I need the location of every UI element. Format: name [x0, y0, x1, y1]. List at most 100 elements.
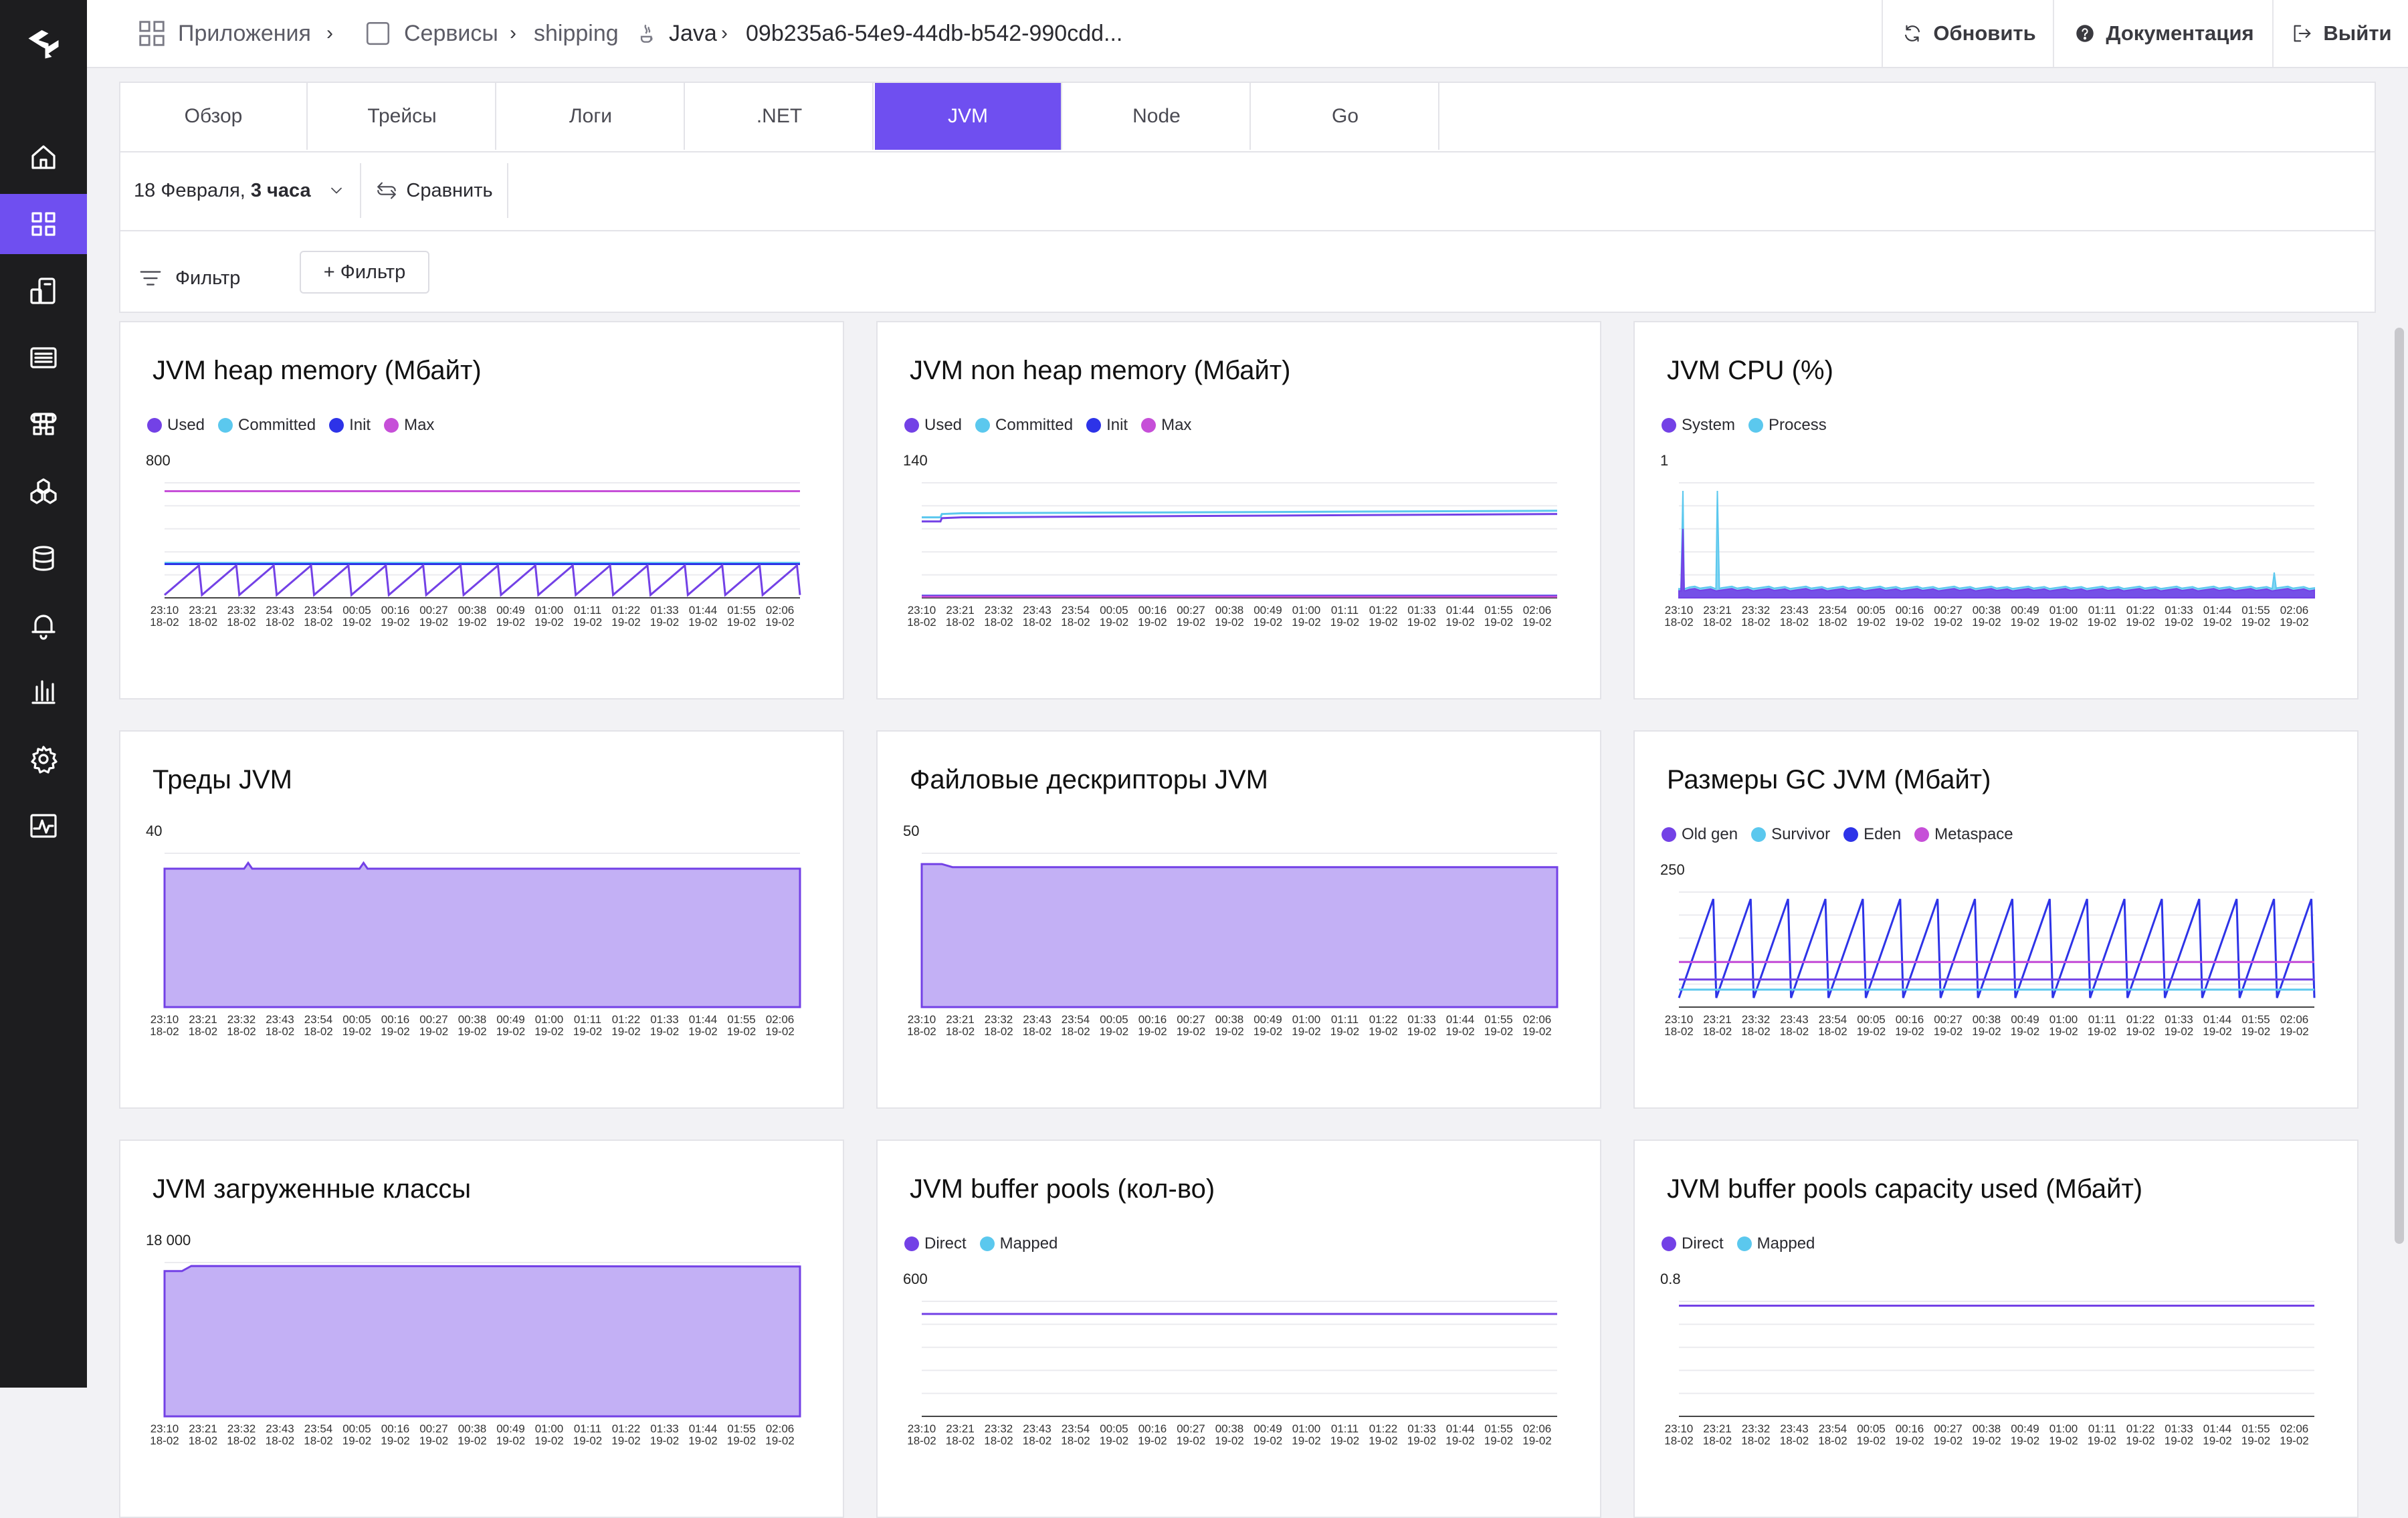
x-tick-date: 19-02 — [1934, 1434, 1963, 1447]
bar-chart-icon[interactable] — [0, 662, 87, 722]
activity-icon[interactable] — [0, 796, 87, 856]
tab-go[interactable]: Go — [1252, 83, 1439, 150]
x-tick-label: 01:22 — [1369, 1013, 1398, 1026]
chart-card: JVM buffer pools capacity used (Мбайт) Di… — [1633, 1140, 2359, 1518]
x-tick-date: 19-02 — [496, 1025, 525, 1038]
add-filter-button[interactable]: + Фильтр — [300, 251, 429, 294]
breadcrumb-lang[interactable]: Java — [634, 0, 717, 67]
legend-dot — [1662, 418, 1676, 433]
x-tick-label: 00:49 — [1253, 604, 1282, 617]
x-tick-date: 18-02 — [1664, 1434, 1693, 1447]
legend-item[interactable]: Old gen — [1662, 825, 1738, 844]
services-icon[interactable] — [0, 261, 87, 321]
chart-legend: Direct Mapped — [904, 1234, 1058, 1253]
x-tick-label: 01:44 — [1446, 604, 1475, 617]
legend-item[interactable]: Init — [1086, 416, 1128, 435]
legend-item[interactable]: Init — [329, 416, 371, 435]
legend-item[interactable]: Committed — [975, 416, 1073, 435]
modules-icon[interactable] — [0, 395, 87, 455]
breadcrumb-apps[interactable]: Приложения — [136, 0, 311, 67]
legend-item[interactable]: Direct — [904, 1234, 967, 1253]
x-tick-label: 00:27 — [1177, 604, 1205, 617]
chart-plot: 4023:1018-0223:2118-0223:3218-0223:4318-… — [146, 823, 801, 1038]
x-tick-date: 19-02 — [1895, 616, 1924, 629]
legend-item[interactable]: Direct — [1662, 1234, 1724, 1253]
x-tick-label: 01:11 — [574, 1422, 601, 1435]
x-tick-label: 23:54 — [1062, 1013, 1090, 1026]
x-tick-date: 18-02 — [1741, 1434, 1770, 1447]
legend-item[interactable]: Mapped — [979, 1234, 1058, 1253]
x-tick-date: 19-02 — [2011, 1025, 2039, 1038]
x-tick-date: 18-02 — [1741, 1025, 1770, 1038]
chevron-right-icon: › — [326, 22, 333, 44]
legend-dot — [218, 418, 233, 433]
x-tick-label: 23:10 — [908, 604, 936, 617]
x-tick-label: 00:05 — [342, 604, 371, 617]
legend-item[interactable]: Mapped — [1736, 1234, 1815, 1253]
x-tick-date: 19-02 — [1330, 1025, 1359, 1038]
x-tick-label: 01:55 — [1484, 1013, 1513, 1026]
breadcrumb-service[interactable]: shipping — [534, 0, 619, 67]
tab-overview[interactable]: Обзор — [120, 83, 308, 150]
legend-item[interactable]: Metaspace — [1914, 825, 2013, 844]
breadcrumb-instance[interactable]: 09b235a6-54e9-44db-b542-990cdd... — [746, 0, 1122, 67]
hexagons-icon[interactable] — [0, 461, 87, 522]
java-icon — [640, 24, 653, 43]
x-tick-label: 00:16 — [1896, 1422, 1924, 1435]
apps-icon[interactable] — [0, 194, 87, 254]
x-tick-date: 19-02 — [496, 1434, 525, 1447]
refresh-button[interactable]: Обновить — [1882, 0, 2054, 67]
tab-traces[interactable]: Трейсы — [309, 83, 496, 150]
legend-item[interactable]: Eden — [1843, 825, 1901, 844]
tab-node[interactable]: Node — [1064, 83, 1251, 150]
logout-button[interactable]: Выйти — [2272, 0, 2408, 67]
legend-item[interactable]: Max — [384, 416, 434, 435]
x-tick-date: 19-02 — [1369, 1434, 1397, 1447]
x-tick-date: 19-02 — [1484, 1025, 1513, 1038]
gear-icon[interactable] — [0, 729, 87, 789]
home-icon[interactable] — [0, 127, 87, 187]
tab-jvm[interactable]: JVM — [875, 83, 1062, 150]
x-tick-label: 00:16 — [1138, 1013, 1167, 1026]
logo-icon[interactable] — [0, 0, 87, 87]
filter-label[interactable]: Фильтр — [138, 258, 240, 298]
chart-legend: Used Committed Init Max — [147, 416, 434, 435]
legend-item[interactable]: System — [1662, 416, 1735, 435]
list-icon[interactable] — [0, 328, 87, 388]
x-tick-label: 01:33 — [2165, 1013, 2193, 1026]
tab-dotnet[interactable]: .NET — [686, 83, 874, 150]
breadcrumb-services[interactable]: Сервисы — [364, 0, 498, 67]
x-tick-date: 19-02 — [1895, 1025, 1924, 1038]
x-tick-label: 00:38 — [1215, 604, 1244, 617]
legend-item[interactable]: Process — [1748, 416, 1827, 435]
docs-button[interactable]: Документация — [2053, 0, 2274, 67]
tab-logs[interactable]: Логи — [498, 83, 685, 150]
logout-icon — [2294, 25, 2311, 42]
x-tick-label: 01:33 — [1407, 1013, 1436, 1026]
x-tick-label: 01:44 — [1446, 1013, 1475, 1026]
database-icon[interactable] — [0, 528, 87, 588]
legend-item[interactable]: Used — [147, 416, 205, 435]
compare-button[interactable]: Сравнить — [360, 163, 508, 218]
x-tick-date: 19-02 — [2165, 1025, 2193, 1038]
x-tick-label: 01:22 — [1369, 1422, 1398, 1435]
x-tick-label: 01:55 — [2241, 1422, 2270, 1435]
y-axis-max-label: 40 — [146, 823, 162, 839]
x-tick-label: 01:00 — [535, 604, 564, 617]
y-axis-max-label: 18 000 — [146, 1232, 191, 1249]
series-system — [1678, 528, 2315, 599]
legend-item[interactable]: Max — [1141, 416, 1191, 435]
square-icon — [366, 21, 390, 45]
x-tick-label: 01:11 — [1331, 604, 1359, 617]
legend-item[interactable]: Committed — [218, 416, 316, 435]
x-tick-label: 01:11 — [574, 1013, 601, 1026]
bell-icon[interactable] — [0, 595, 87, 655]
scrollbar[interactable] — [2395, 328, 2404, 1244]
date-range-select[interactable]: 18 Февраля, 3 часа — [134, 151, 346, 230]
legend-label: Init — [349, 416, 371, 434]
legend-item[interactable]: Used — [904, 416, 962, 435]
chart-title: JVM non heap memory (Мбайт) — [910, 356, 1291, 385]
x-tick-date: 18-02 — [1818, 616, 1847, 629]
x-tick-label: 01:00 — [535, 1422, 564, 1435]
legend-item[interactable]: Survivor — [1751, 825, 1830, 844]
